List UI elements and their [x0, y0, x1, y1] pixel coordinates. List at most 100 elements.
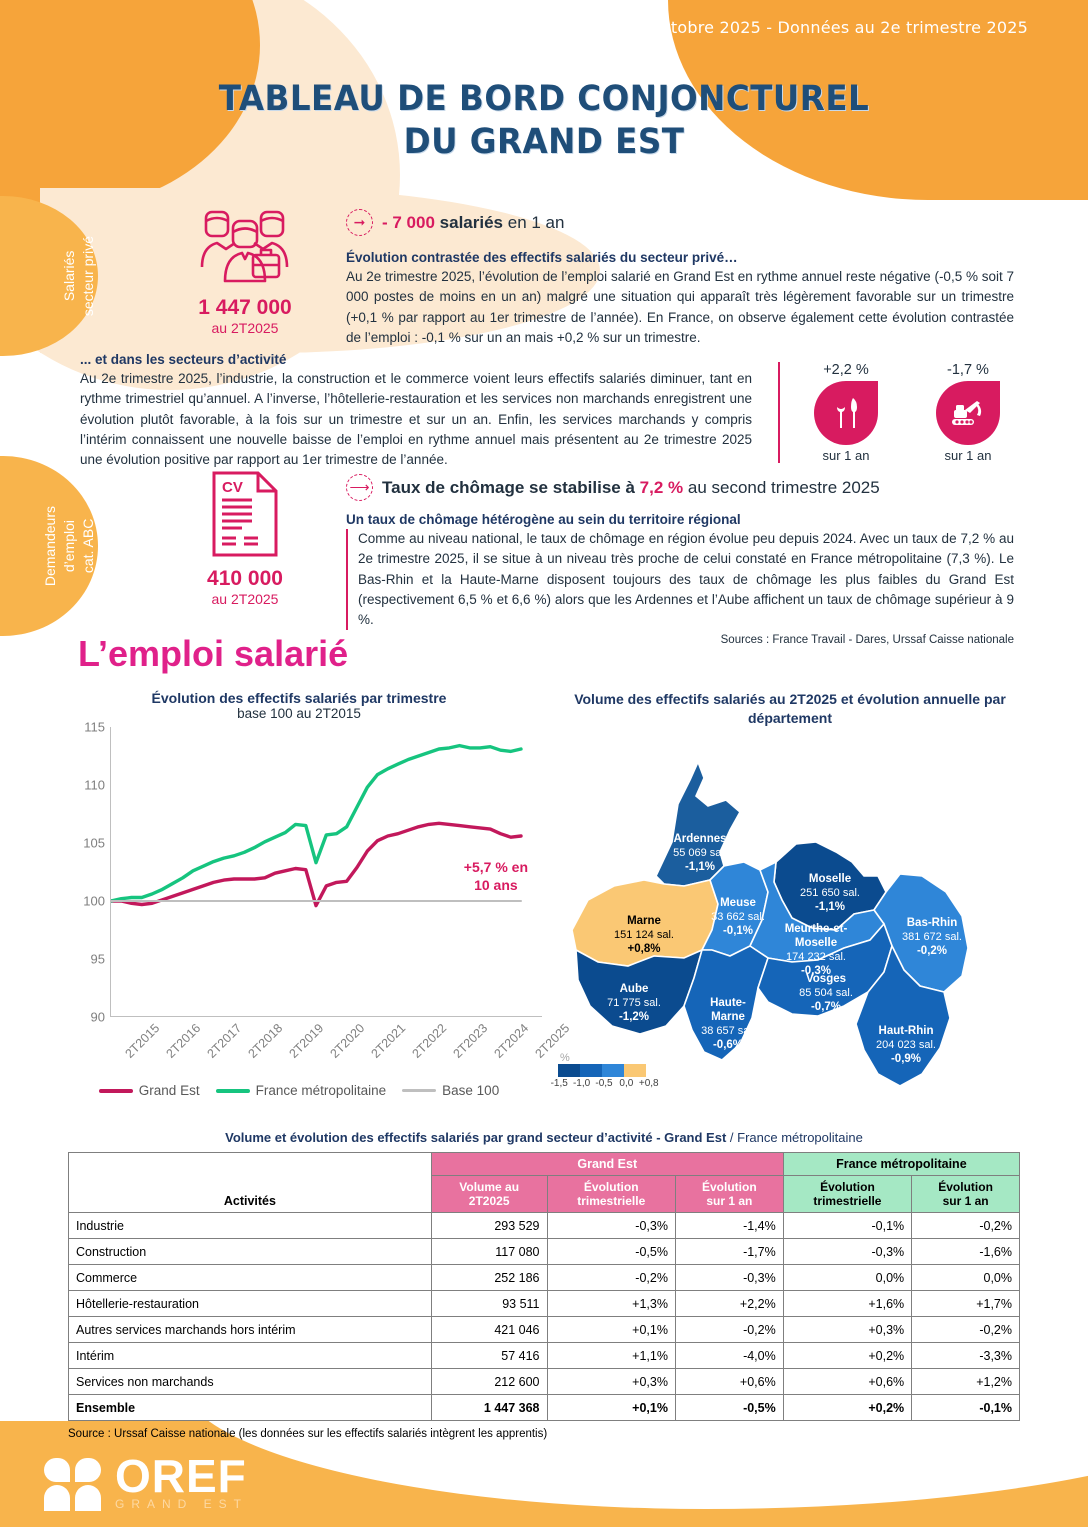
map-label-aube-name: Aube — [620, 983, 649, 995]
sidebar-tab-jobseekers[interactable]: Demandeurs d’emploi cat. ABC — [0, 456, 98, 636]
chart-subtitle: base 100 au 2T2015 — [237, 706, 361, 721]
map-label-bas-rhin-name: Bas-Rhin — [907, 917, 957, 929]
table-cell-value-0: 117 080 — [430, 1238, 548, 1265]
map-label-ardennes-name: Ardennes — [673, 833, 726, 845]
departments-map: Volume des effectifs salariés au 2T2025 … — [540, 690, 1040, 1124]
oref-logo-sub: GRAND EST — [115, 1497, 249, 1511]
map-region-haut-rhin[interactable] — [855, 943, 951, 1087]
map-label-moselle-pct: -1,1% — [815, 901, 845, 913]
logo-figure-right — [75, 1458, 101, 1511]
unemployment-paragraph-title: Un taux de chômage hétérogène au sein du… — [346, 512, 741, 527]
headline-unemployment: ⟶ Taux de chômage se stabilise à 7,2 % a… — [346, 474, 880, 501]
table-cell-value-0: 93 511 — [430, 1290, 548, 1317]
headline-unemployment-suffix: au second trimestre 2025 — [687, 477, 880, 497]
headline-unemployment-value: 7,2 % — [639, 477, 684, 497]
chart-x-tick-2T2024: 2T2024 — [491, 1021, 532, 1061]
private-sector-peach-blob — [40, 188, 600, 353]
map-label-meurthe-name2: Moselle — [795, 937, 837, 949]
chart-y-tick-95: 95 — [90, 951, 105, 967]
svg-text:CV: CV — [222, 479, 243, 496]
map-label-meurthe-name1: Meurthe-et- — [785, 923, 848, 935]
legend-swatch-grand-est — [98, 1088, 133, 1093]
private-sector-paragraph: Évolution contrastée des effectifs salar… — [346, 250, 1014, 348]
table-col-volume: Volume au 2T2025 — [430, 1175, 548, 1213]
table-cell-value-1: -0,3% — [546, 1212, 676, 1239]
table-group-header-row: Activités Grand Est France métropolitain… — [68, 1152, 1021, 1213]
chart-x-tick-2T2021: 2T2021 — [368, 1021, 409, 1061]
map-label-haute-marne-volume: 38 657 sal. — [701, 1025, 755, 1037]
table-col-fr-yearly: Évolution sur 1 an — [911, 1175, 1020, 1213]
table-row: Commerce 252 186 -0,2% -0,3% 0,0% 0,0% — [68, 1264, 1020, 1291]
oref-logo-mark — [44, 1458, 101, 1511]
sectors-table: Activités Grand Est France métropolitain… — [68, 1152, 1021, 1421]
map-label-moselle-volume: 251 650 sal. — [800, 887, 860, 899]
chart-x-tick-2T2018: 2T2018 — [245, 1021, 286, 1061]
table-cell-value-2: -0,3% — [674, 1264, 784, 1291]
chart-y-tick-110: 110 — [84, 777, 105, 793]
map-label-bas-rhin-pct: -0,2% — [917, 945, 947, 957]
chart-x-tick-2T2015: 2T2015 — [122, 1021, 163, 1061]
employment-index-chart: Évolution des effectifs salariés par tri… — [64, 690, 572, 1098]
sector-badges: +2,2 % sur 1 an -1,7 % sur 1 an — [778, 362, 1016, 463]
chart-x-tick-labels: 2T2015 2T2016 2T2017 2T2018 2T2019 2T2020 2T20… — [110, 1017, 572, 1077]
table-cell-value-4: +1,2% — [911, 1368, 1020, 1395]
table-cell-value-4: -0,2% — [911, 1212, 1020, 1239]
table-cell-value-4: -3,3% — [911, 1342, 1020, 1369]
headline-unemployment-text: Taux de chômage se stabilise à 7,2 % au … — [382, 478, 880, 498]
kpi-jobseekers: CV 410 000 au 2T2025 — [140, 470, 350, 607]
table-cell-value-1: +0,1% — [546, 1394, 676, 1421]
table-row: Intérim 57 416 +1,1% -4,0% +0,2% -3,3% — [68, 1342, 1020, 1369]
map-label-haute-marne-name2: Marne — [711, 1011, 745, 1023]
table-cell-value-2: -0,2% — [674, 1316, 784, 1343]
map-label-ardennes-volume: 55 069 sal. — [673, 847, 727, 859]
chart-lines — [111, 727, 531, 1017]
table-cell-value-2: -1,4% — [674, 1212, 784, 1239]
logo-body-right-icon — [75, 1485, 101, 1511]
fork-knife-icon — [814, 381, 878, 445]
table-cell-value-3: -0,1% — [782, 1212, 913, 1239]
map-label-meuse-volume: 33 662 sal. — [711, 911, 765, 923]
sidebar-tab-private-sector-label: Salariés secteur privé — [61, 235, 97, 317]
page-title-line1: TABLEAU DE BORD CONJONCTUREL — [218, 79, 870, 119]
legend-item-france: France métropolitaine — [215, 1083, 386, 1098]
chart-series-france-m-tropolitaine — [111, 746, 521, 901]
table-group-france: France métropolitaine — [782, 1152, 1021, 1176]
table-cell-value-0: 252 186 — [430, 1264, 548, 1291]
map-label-haut-rhin-pct: -0,9% — [891, 1053, 921, 1065]
table-cell-value-3: 0,0% — [782, 1264, 913, 1291]
chart-y-tick-115: 115 — [84, 719, 105, 735]
table-cell-activity: Ensemble — [68, 1394, 432, 1421]
logo-head-left-icon — [44, 1458, 70, 1482]
oref-logo-text: OREF GRAND EST — [115, 1452, 249, 1511]
headline-private-sector-text: - 7 000 salariés en 1 an — [382, 213, 564, 233]
chart-x-tick-2T2020: 2T2020 — [327, 1021, 368, 1061]
kpi-jobseekers-period: au 2T2025 — [211, 591, 279, 607]
sectors-paragraph-title: ... et dans les secteurs d’activité — [80, 352, 287, 367]
table-title-bold: Volume et évolution des effectifs salari… — [225, 1130, 727, 1145]
logo-body-left-icon — [44, 1485, 70, 1511]
page-title: TABLEAU DE BORD CONJONCTUREL DU GRAND ES… — [38, 78, 1050, 163]
chart-x-tick-2T2023: 2T2023 — [450, 1021, 491, 1061]
map-legend-swatch-1 — [558, 1064, 580, 1077]
arrow-down-right-circle-icon: ➞ — [346, 209, 373, 236]
map-label-meurthe-volume: 174 232 sal. — [786, 951, 846, 963]
chart-y-tick-100: 100 — [83, 893, 105, 909]
table-cell-value-1: -0,5% — [546, 1238, 676, 1265]
map-legend-tick-4: +0,8 — [638, 1078, 659, 1089]
map-legend-colorbar — [558, 1064, 646, 1077]
table-title-light: / France métropolitaine — [729, 1130, 863, 1145]
table-cell-value-1: -0,2% — [546, 1264, 676, 1291]
table-cell-activity: Commerce — [68, 1264, 432, 1291]
map-label-marne-pct: +0,8% — [628, 943, 661, 955]
map-legend-swatch-3 — [602, 1064, 624, 1077]
table-cell-value-0: 57 416 — [430, 1342, 548, 1369]
chart-x-tick-2T2017: 2T2017 — [204, 1021, 245, 1061]
map-label-aube-pct: -1,2% — [619, 1011, 649, 1023]
chart-annotation: +5,7 % en 10 ans — [463, 859, 528, 893]
legend-swatch-france — [215, 1088, 250, 1093]
map-region-haute-marne[interactable] — [683, 944, 769, 1061]
sectors-paragraph-text: Au 2e trimestre 2025, l’industrie, la co… — [80, 371, 752, 467]
chart-title: Évolution des effectifs salariés par tri… — [151, 690, 447, 706]
table-cell-value-1: +0,1% — [546, 1316, 676, 1343]
map-legend-ticks: -1,5 -1,0 -0,5 0,0 +0,8 — [548, 1078, 660, 1089]
